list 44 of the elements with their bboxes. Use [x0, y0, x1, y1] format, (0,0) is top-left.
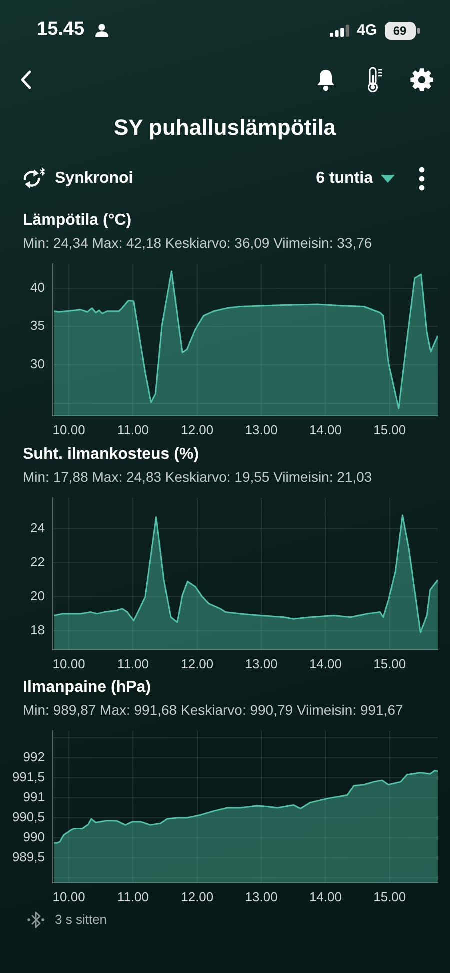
chart-subtitle: Min: 17,88 Max: 24,83 Keskiarvo: 19,55 Viimeisin: 21,03	[23, 468, 372, 486]
y-tick-label: 992	[23, 750, 45, 765]
text: 4G	[357, 21, 378, 41]
x-tick-label: 14.00	[309, 422, 342, 438]
x-tick-label: 11.00	[117, 422, 149, 438]
chart-title: Suht. ilmankosteus (%)	[23, 445, 200, 465]
x-tick-label: 13.00	[245, 889, 278, 904]
x-tick-label: 12.00	[181, 656, 214, 672]
text: 15.45	[37, 19, 85, 41]
y-tick-label: 35	[30, 318, 45, 334]
x-tick-label: 13.00	[245, 422, 278, 438]
x-tick-label: 10.00	[52, 656, 86, 672]
y-tick-label: 990	[23, 829, 45, 844]
chart-subtitle: Min: 989,87 Max: 991,68 Keskiarvo: 990,79 Viimeisin: 991,67	[23, 701, 404, 719]
x-tick-label: 15.00	[374, 422, 406, 438]
text: 69	[393, 24, 407, 38]
x-tick-label: 11.00	[117, 889, 149, 904]
text: SY puhalluslämpötila	[112, 114, 338, 142]
x-tick-label: 12.00	[181, 889, 214, 904]
x-tick-label: 15.00	[374, 656, 406, 672]
x-tick-label: 14.00	[309, 656, 342, 672]
x-tick-label: 15.00	[374, 889, 406, 904]
y-tick-label: 40	[30, 280, 45, 295]
y-tick-label: 22	[30, 554, 45, 570]
x-tick-label: 10.00	[52, 889, 86, 904]
y-tick-label: 989,5	[12, 849, 45, 864]
text: 6 tuntia	[316, 169, 373, 189]
x-tick-label: 14.00	[309, 889, 342, 904]
text: Synkronoi	[55, 169, 134, 189]
y-tick-label: 991	[23, 790, 45, 805]
chart-subtitle: Min: 24,34 Max: 42,18 Keskiarvo: 36,09 Viimeisin: 33,76	[23, 234, 372, 252]
y-tick-label: 990,5	[12, 810, 45, 825]
x-tick-label: 13.00	[245, 656, 278, 672]
y-tick-label: 991,5	[12, 770, 45, 785]
x-tick-label: 12.00	[181, 422, 214, 438]
y-tick-label: 18	[30, 622, 45, 638]
x-tick-label: 10.00	[52, 422, 86, 438]
chart-title: Ilmanpaine (hPa)	[23, 678, 152, 698]
y-tick-label: 20	[30, 588, 45, 604]
chart-title: Lämpötila (°C)	[23, 211, 132, 231]
x-tick-label: 11.00	[117, 656, 149, 672]
y-tick-label: 30	[30, 356, 45, 372]
y-tick-label: 24	[30, 520, 45, 536]
text: 3 s sitten	[55, 911, 108, 929]
